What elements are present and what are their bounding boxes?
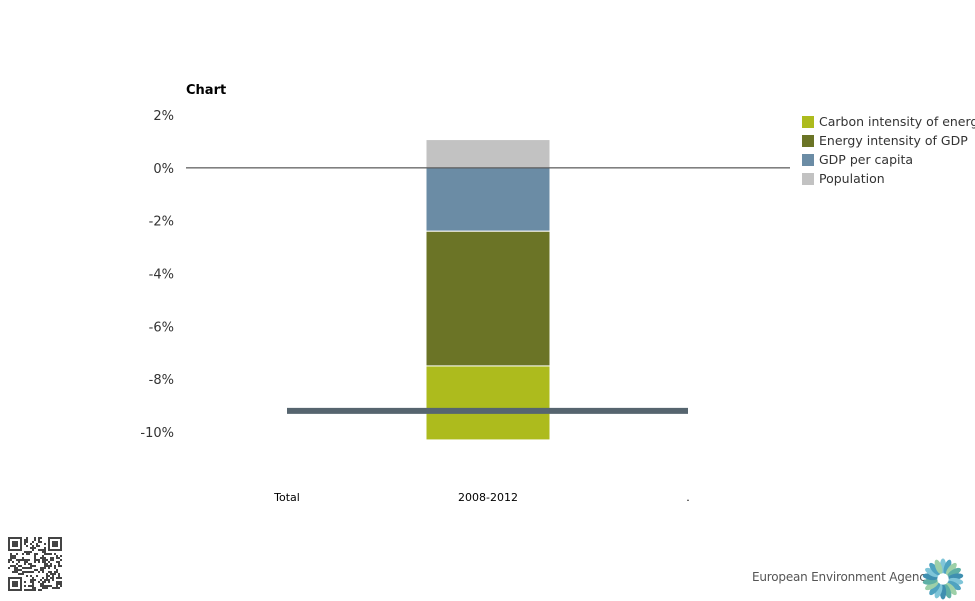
legend-label: Population <box>819 171 885 186</box>
chart-title: Chart <box>186 83 226 98</box>
legend-item: GDP per capita <box>802 150 975 169</box>
legend-item: Energy intensity of GDP <box>802 131 975 150</box>
x-category-label: Total <box>273 491 300 504</box>
y-tick-label: -6% <box>149 320 174 335</box>
bar-segment-carbon-intensity-of-energy <box>425 365 551 441</box>
bar-segment-gdp-per-capita <box>425 167 551 232</box>
y-tick-label: -8% <box>149 373 174 388</box>
legend-item: Population <box>802 169 975 188</box>
legend: Carbon intensity of energy Energy intensi… <box>802 112 975 188</box>
y-tick-label: -4% <box>149 268 174 283</box>
bar-segment-population <box>425 139 551 169</box>
y-axis: 2% 0% -2% -4% -6% -8% -10% <box>140 109 174 441</box>
x-category-label: . <box>686 491 690 504</box>
y-tick-label: -2% <box>149 215 174 230</box>
agency-name: European Environment Agency <box>752 570 933 584</box>
x-category-label: 2008-2012 <box>458 491 518 504</box>
bar-segment-energy-intensity-of-gdp <box>425 230 551 367</box>
qr-code-icon <box>8 537 62 591</box>
legend-swatch <box>802 134 814 147</box>
legend-swatch <box>802 172 814 185</box>
y-tick-label: -10% <box>140 426 174 441</box>
legend-item: Carbon intensity of energy <box>802 112 975 131</box>
bar-stack <box>425 139 551 441</box>
legend-label: GDP per capita <box>819 152 914 167</box>
x-axis: Total 2008-2012. <box>273 491 690 504</box>
legend-label: Carbon intensity of energy <box>819 114 975 129</box>
eea-flower-logo-icon <box>922 558 964 600</box>
y-tick-label: 2% <box>153 109 174 124</box>
legend-swatch <box>802 115 814 128</box>
legend-swatch <box>802 153 814 166</box>
y-tick-label: 0% <box>153 162 174 177</box>
legend-label: Energy intensity of GDP <box>819 133 968 148</box>
